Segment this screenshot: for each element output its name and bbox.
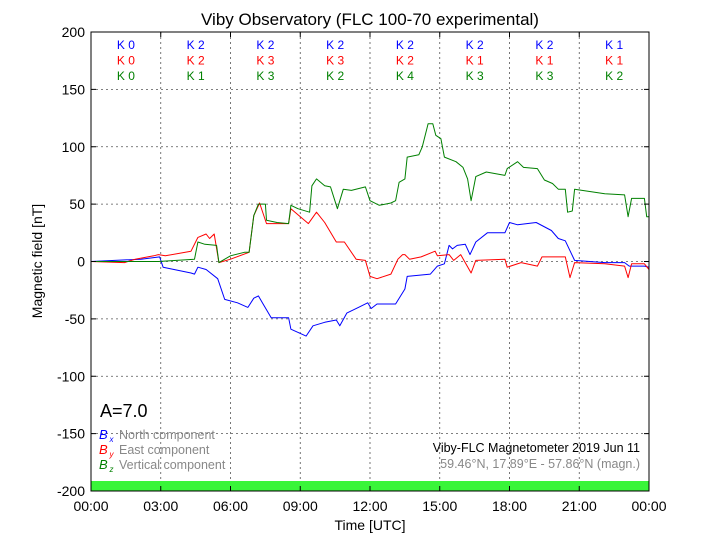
k-index: K 2 xyxy=(326,38,344,52)
x-tick-label: 21:00 xyxy=(562,498,597,514)
x-axis-label: Time [UTC] xyxy=(334,517,405,533)
series-line-bz xyxy=(91,123,649,264)
legend-symbol: B xyxy=(99,457,108,472)
legend-subscript: y xyxy=(109,450,115,459)
k-index: K 3 xyxy=(256,54,274,68)
info-line-1: Viby-FLC Magnetometer 2019 Jun 11 xyxy=(433,441,640,455)
y-tick-label: -200 xyxy=(57,483,85,499)
x-tick-label: 12:00 xyxy=(352,498,387,514)
series-lines xyxy=(90,123,650,337)
x-tick-label: 09:00 xyxy=(283,498,318,514)
k-index: K 1 xyxy=(535,54,553,68)
ticks: 00:00 03:00 06:00 09:00 12:00 15:00 18:00 21:00… xyxy=(57,24,667,514)
k-index: K 2 xyxy=(605,69,623,83)
k-index: K 1 xyxy=(466,54,484,68)
k-index: K 2 xyxy=(396,54,414,68)
y-axis-label: Magnetic field [nT] xyxy=(29,204,45,318)
y-tick-label: 200 xyxy=(62,24,86,40)
x-tick-label: 00:00 xyxy=(73,498,108,514)
k-index: K 1 xyxy=(605,54,623,68)
k-index: K 3 xyxy=(535,69,553,83)
k-index: K 3 xyxy=(326,54,344,68)
k-index: K 1 xyxy=(187,69,205,83)
series-line-bx xyxy=(90,222,650,337)
legend-label: Vertical component xyxy=(119,458,226,472)
info-line-2: 59.46°N, 17.89°E - 57.86°N (magn.) xyxy=(440,457,640,471)
grid xyxy=(91,32,649,491)
legend-symbol: B xyxy=(99,442,108,457)
legend-symbol: B xyxy=(99,427,108,442)
y-tick-label: 0 xyxy=(77,254,85,270)
legend-subscript: z xyxy=(109,465,114,474)
x-tick-label: 15:00 xyxy=(422,498,457,514)
y-tick-label: -100 xyxy=(57,368,85,384)
k-index: K 2 xyxy=(396,38,414,52)
k-index: K 2 xyxy=(326,69,344,83)
y-tick-label: -150 xyxy=(57,426,85,442)
k-index: K 2 xyxy=(535,38,553,52)
series-line-by xyxy=(90,202,650,280)
y-tick-label: -50 xyxy=(65,311,85,327)
x-tick-label: 03:00 xyxy=(143,498,178,514)
x-tick-label: 06:00 xyxy=(213,498,248,514)
legend-subscript: x xyxy=(109,435,115,444)
y-tick-label: 100 xyxy=(62,139,86,155)
k-index: K 2 xyxy=(256,38,274,52)
chart-title: Viby Observatory (FLC 100-70 experimenta… xyxy=(201,10,539,29)
y-tick-label: 50 xyxy=(69,196,85,212)
legend-label: North component xyxy=(119,428,215,442)
k-index: K 1 xyxy=(605,38,623,52)
k-index: K 2 xyxy=(466,38,484,52)
k-index: K 4 xyxy=(396,69,414,83)
legend-label: East component xyxy=(119,443,210,457)
k-index: K 2 xyxy=(187,38,205,52)
k-index: K 2 xyxy=(187,54,205,68)
k-index: K 0 xyxy=(117,69,135,83)
k-index: K 3 xyxy=(466,69,484,83)
x-tick-label: 00:00 xyxy=(631,498,666,514)
y-tick-label: 150 xyxy=(62,81,86,97)
k-index: K 3 xyxy=(256,69,274,83)
k-index: K 0 xyxy=(117,38,135,52)
x-tick-label: 18:00 xyxy=(492,498,527,514)
k-index: K 0 xyxy=(117,54,135,68)
activity-index: A=7.0 xyxy=(100,401,148,421)
